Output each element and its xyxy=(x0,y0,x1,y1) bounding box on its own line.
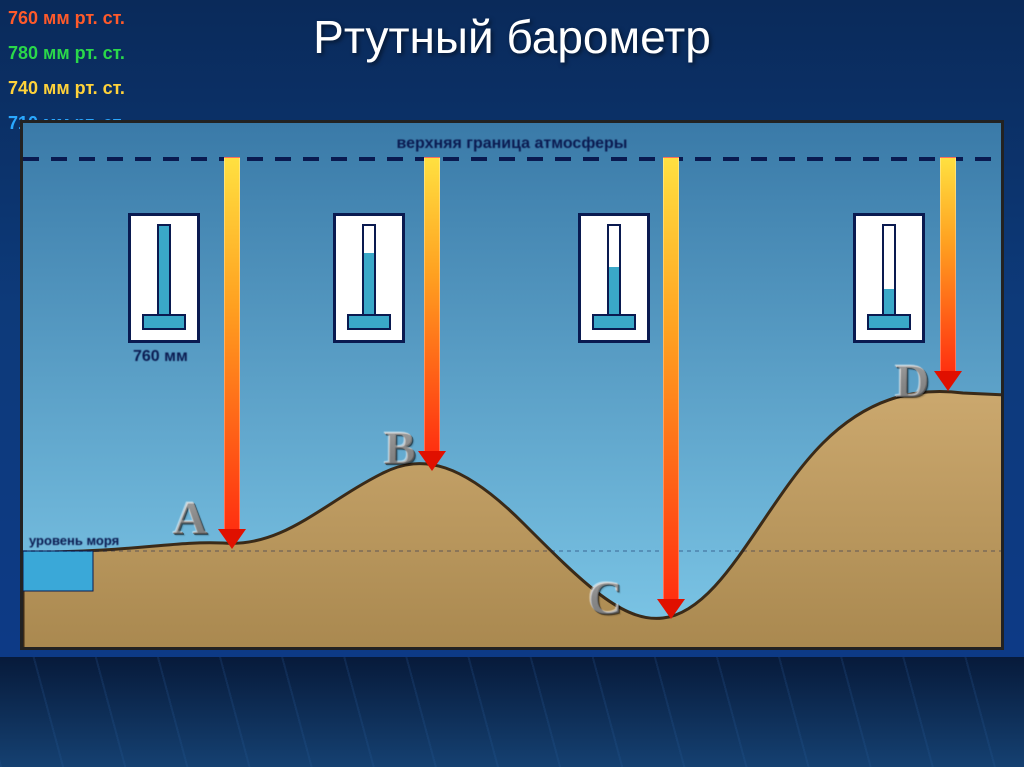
diagram-svg xyxy=(23,123,1004,650)
atmosphere-boundary-line xyxy=(23,157,1001,161)
barometer-A-scale-label: 760 мм xyxy=(133,348,188,366)
arrow-A xyxy=(224,157,240,531)
arrow-B xyxy=(424,157,440,453)
barometer-diagram: верхняя граница атмосферы уровень моря 7… xyxy=(20,120,1004,650)
arrow-C xyxy=(663,157,679,601)
pressure-options-list: 760 мм рт. ст. 780 мм рт. ст. 740 мм рт.… xyxy=(8,8,125,134)
barometer-A xyxy=(128,213,200,343)
floor-decoration xyxy=(0,657,1024,767)
atmosphere-boundary-label: верхняя граница атмосферы xyxy=(23,135,1001,153)
slide: Ртутный барометр 760 мм рт. ст. 780 мм р… xyxy=(0,0,1024,767)
point-label-B: B xyxy=(384,421,416,476)
point-label-A: A xyxy=(173,491,208,546)
pressure-option-3[interactable]: 740 мм рт. ст. xyxy=(8,78,125,99)
pressure-option-2[interactable]: 780 мм рт. ст. xyxy=(8,43,125,64)
barometer-B xyxy=(333,213,405,343)
point-label-D: D xyxy=(895,354,930,409)
point-label-C: C xyxy=(588,571,623,626)
sea xyxy=(23,551,93,591)
pressure-option-1[interactable]: 760 мм рт. ст. xyxy=(8,8,125,29)
arrow-D xyxy=(940,157,956,373)
barometer-D xyxy=(853,213,925,343)
slide-title: Ртутный барометр xyxy=(0,10,1024,64)
barometer-C xyxy=(578,213,650,343)
sea-level-label: уровень моря xyxy=(29,533,119,548)
